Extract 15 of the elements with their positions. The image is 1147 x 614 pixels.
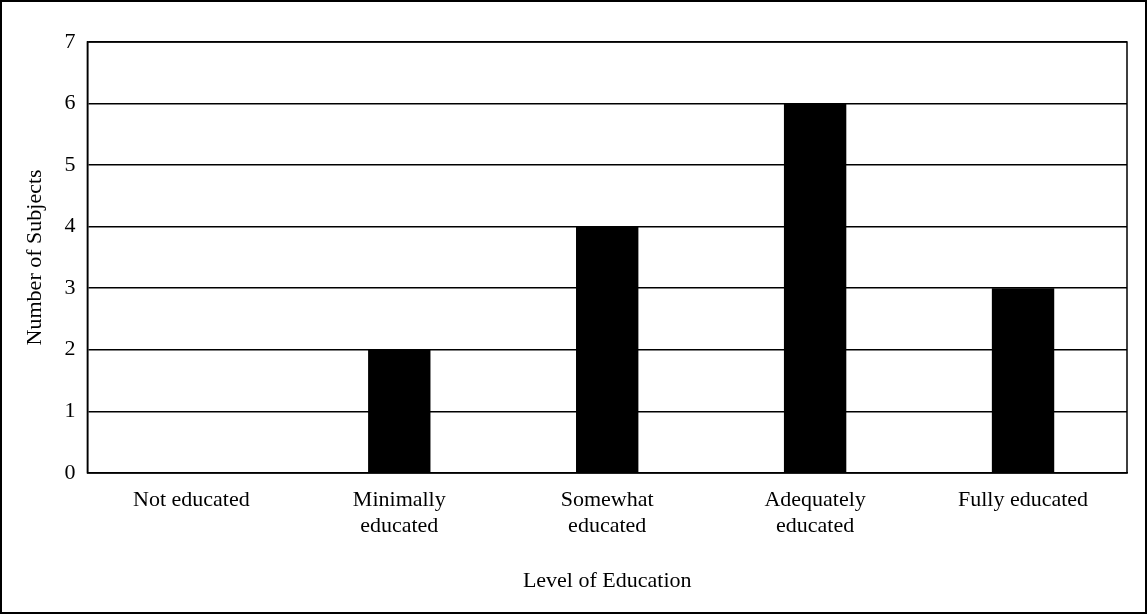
x-tick-label: Minimally educated bbox=[352, 485, 446, 538]
y-tick-label: 4 bbox=[64, 212, 76, 238]
x-tick-label: Adequately educated bbox=[764, 485, 866, 538]
y-tick-label: 7 bbox=[64, 27, 76, 53]
y-tick-label: 1 bbox=[64, 397, 76, 423]
x-tick-label: Not educated bbox=[133, 485, 250, 511]
x-axis-title: Level of Education bbox=[522, 566, 692, 592]
y-axis-title: Number of Subjects bbox=[20, 169, 46, 346]
y-tick-label: 2 bbox=[64, 335, 76, 361]
y-tick-label: 5 bbox=[64, 150, 76, 176]
x-tick-label: Somewhat educated bbox=[560, 485, 654, 538]
y-tick-label: 6 bbox=[64, 89, 76, 115]
x-tick-label: Fully educated bbox=[957, 485, 1089, 511]
y-tick-label: 0 bbox=[64, 458, 76, 484]
y-tick-label: 3 bbox=[64, 273, 76, 299]
